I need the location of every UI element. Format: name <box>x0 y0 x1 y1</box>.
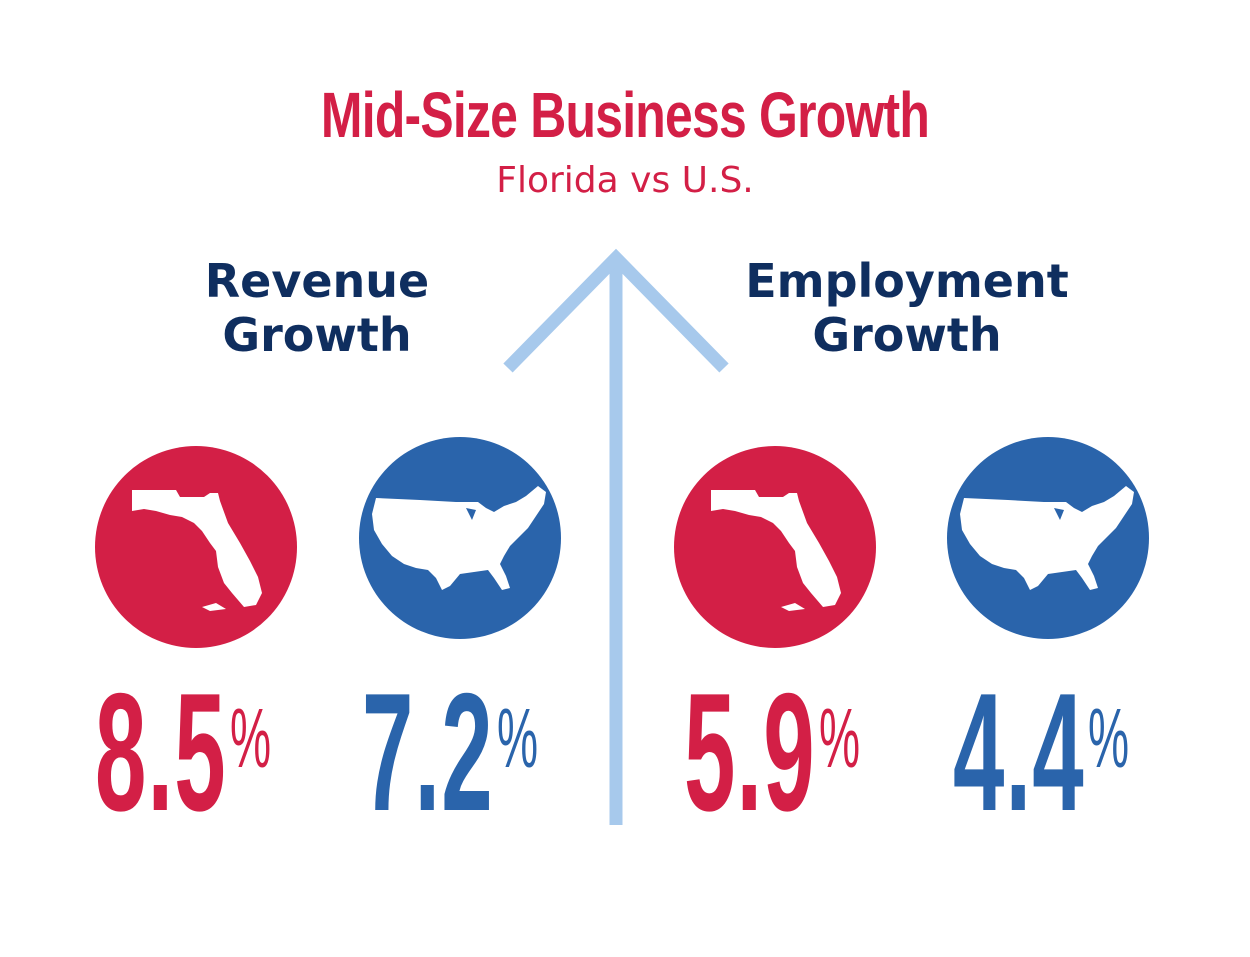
us-revenue-value: 7.2% <box>362 668 538 838</box>
florida-employment-value: 5.9% <box>684 668 860 838</box>
us-revenue-badge <box>359 437 561 639</box>
us-employment-badge <box>947 437 1149 639</box>
percent-sign: % <box>497 691 539 785</box>
florida-employment-badge <box>674 446 876 648</box>
employment-heading-line1: Employment <box>745 254 1069 308</box>
us-revenue-number: 7.2 <box>362 658 494 846</box>
percent-sign: % <box>1088 691 1130 785</box>
page-subtitle: Florida vs U.S. <box>496 160 754 201</box>
us-employment-value: 4.4% <box>953 668 1129 838</box>
percent-sign: % <box>819 691 861 785</box>
revenue-heading-line1: Revenue <box>204 254 430 308</box>
florida-revenue-value: 8.5% <box>95 668 271 838</box>
growth-arrow-icon <box>503 248 729 825</box>
employment-growth-heading: Employment Growth <box>697 254 1117 362</box>
us-employment-number: 4.4 <box>953 658 1085 846</box>
revenue-heading-line2: Growth <box>222 308 412 362</box>
page-title: Mid-Size Business Growth <box>320 79 930 151</box>
revenue-growth-heading: Revenue Growth <box>107 254 527 362</box>
employment-heading-line2: Growth <box>812 308 1002 362</box>
florida-employment-number: 5.9 <box>684 658 816 846</box>
florida-revenue-number: 8.5 <box>95 658 227 846</box>
florida-revenue-badge <box>95 446 297 648</box>
percent-sign: % <box>230 691 272 785</box>
